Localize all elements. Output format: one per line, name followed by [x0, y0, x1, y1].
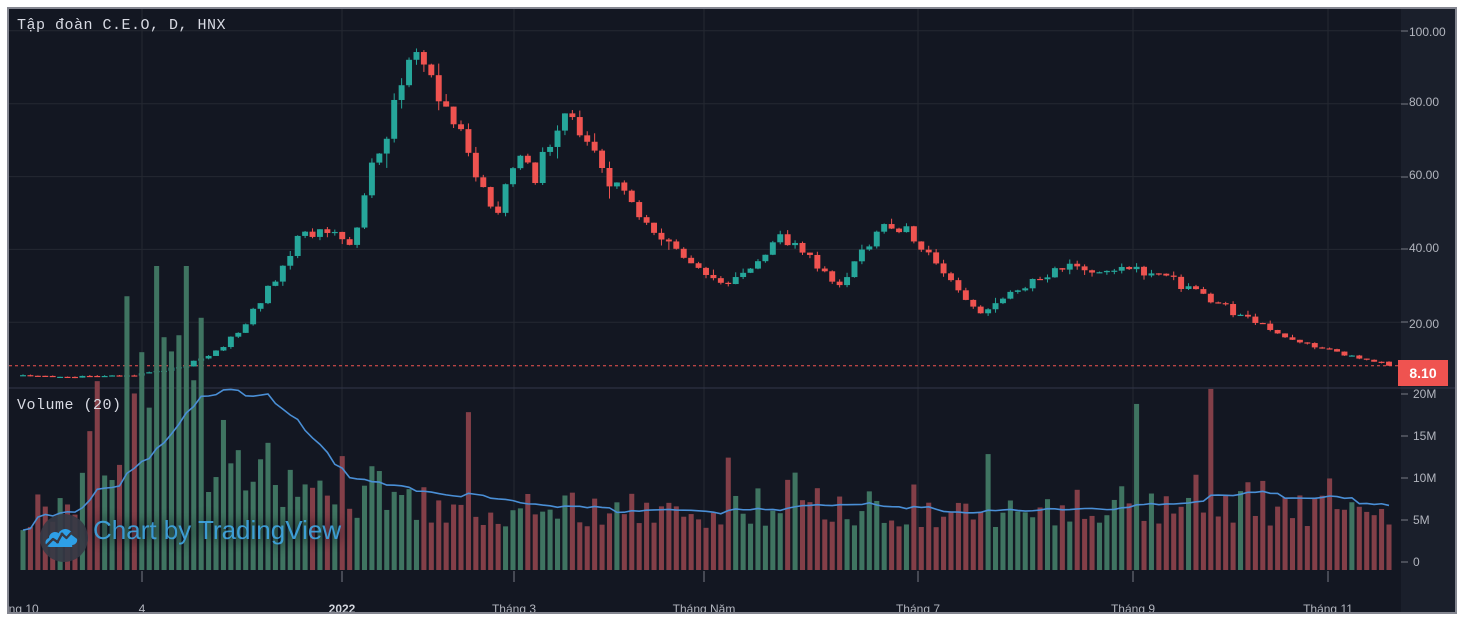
svg-text:Tháng 7: Tháng 7 [896, 602, 940, 614]
svg-text:2022: 2022 [329, 602, 356, 614]
svg-text:Tháng Năm: Tháng Năm [673, 602, 736, 614]
svg-text:Tháng 11: Tháng 11 [1303, 602, 1353, 614]
svg-text:Tháng 3: Tháng 3 [492, 602, 536, 614]
svg-text:Tháng 10: Tháng 10 [9, 602, 39, 614]
svg-text:4: 4 [139, 602, 146, 614]
svg-text:Tháng 9: Tháng 9 [1111, 602, 1155, 614]
